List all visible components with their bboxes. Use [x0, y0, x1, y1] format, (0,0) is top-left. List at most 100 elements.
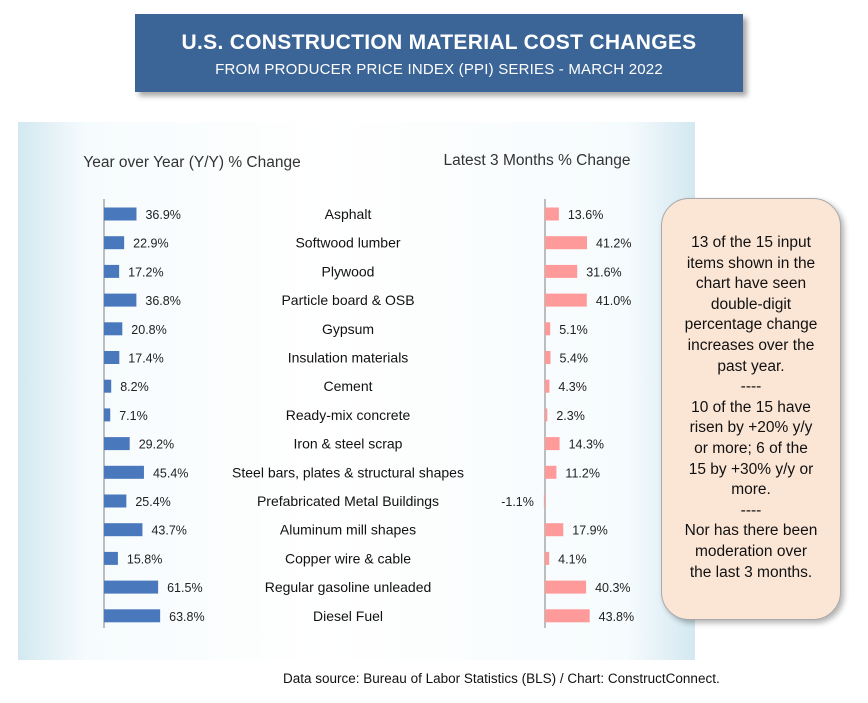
three-month-bar	[545, 408, 548, 422]
callout-line: double-digit	[710, 295, 792, 313]
category-label: Plywood	[322, 263, 375, 279]
three-month-bar	[545, 523, 564, 537]
callout-line: ----	[740, 378, 762, 396]
category-label: Iron & steel scrap	[294, 436, 403, 452]
yoy-data-label: 17.2%	[128, 265, 163, 279]
yoy-bar	[104, 293, 137, 307]
category-label: Diesel Fuel	[313, 608, 383, 624]
callout-note: 13 of the 15 input items shown in the char…	[661, 198, 841, 620]
three-month-bar	[545, 551, 550, 565]
three-month-data-label: 14.3%	[569, 438, 604, 452]
yoy-bar	[104, 379, 112, 393]
yoy-bar	[104, 551, 118, 565]
three-month-bar	[545, 207, 559, 221]
three-month-data-label: 13.6%	[568, 208, 603, 222]
three-month-data-label: 40.3%	[595, 581, 630, 595]
three-month-data-label: 11.2%	[565, 466, 600, 480]
yoy-data-label: 36.8%	[145, 294, 180, 308]
yoy-bar	[104, 264, 120, 278]
yoy-bar	[104, 580, 159, 594]
category-label: Gypsum	[322, 321, 374, 337]
yoy-bar	[104, 609, 161, 623]
yoy-data-label: 43.7%	[151, 524, 186, 538]
yoy-data-label: 45.4%	[153, 466, 188, 480]
callout-line: percentage change	[684, 316, 818, 334]
yoy-data-label: 36.9%	[145, 208, 180, 222]
three-month-data-label: 4.3%	[558, 380, 587, 394]
yoy-data-label: 8.2%	[120, 380, 149, 394]
three-month-data-label: 17.9%	[572, 524, 607, 538]
three-month-bar	[543, 494, 545, 508]
category-label: Ready-mix concrete	[286, 407, 411, 423]
three-month-bar	[545, 322, 551, 336]
yoy-bar	[104, 437, 130, 451]
three-month-data-label: 41.2%	[596, 237, 631, 251]
callout-line: or more; 6 of the	[694, 439, 808, 457]
three-month-data-label: 5.1%	[559, 323, 588, 337]
three-month-bar	[545, 293, 587, 307]
category-label: Insulation materials	[288, 350, 409, 366]
category-label: Asphalt	[325, 206, 372, 222]
yoy-bar	[104, 207, 137, 221]
yoy-bar	[104, 465, 144, 479]
three-month-bar	[545, 580, 587, 594]
category-label: Copper wire & cable	[285, 550, 411, 566]
three-month-data-label: 5.4%	[560, 352, 589, 366]
yoy-data-label: 22.9%	[133, 237, 168, 251]
yoy-bar	[104, 351, 120, 364]
three-month-bar	[545, 609, 590, 623]
three-month-bar	[545, 437, 560, 451]
three-month-data-label: 43.8%	[599, 610, 634, 624]
three-month-bar	[545, 465, 557, 479]
yoy-data-label: 63.8%	[169, 610, 204, 624]
three-month-data-label: 31.6%	[586, 265, 621, 279]
category-label: Prefabricated Metal Buildings	[257, 493, 439, 509]
category-label: Steel bars, plates & structural shapes	[232, 464, 464, 480]
yoy-bar	[104, 494, 127, 508]
category-label: Softwood lumber	[295, 235, 400, 251]
callout-line: more.	[731, 481, 771, 499]
chart-title: U.S. CONSTRUCTION MATERIAL COST CHANGES	[181, 31, 697, 54]
yoy-data-label: 29.2%	[139, 438, 174, 452]
data-source-note: Data source: Bureau of Labor Statistics …	[283, 671, 720, 686]
three-month-series-title: Latest 3 Months % Change	[444, 152, 631, 169]
chart-subtitle: FROM PRODUCER PRICE INDEX (PPI) SERIES -…	[215, 61, 663, 78]
category-label: Particle board & OSB	[281, 292, 414, 308]
yoy-data-label: 61.5%	[167, 581, 202, 595]
category-label: Aluminum mill shapes	[280, 522, 416, 538]
yoy-series-title: Year over Year (Y/Y) % Change	[83, 154, 300, 171]
callout-line: ----	[740, 501, 762, 519]
category-label: Cement	[323, 378, 372, 394]
three-month-data-label: 2.3%	[556, 409, 585, 423]
yoy-data-label: 7.1%	[119, 409, 148, 423]
three-month-bar	[545, 379, 550, 393]
three-month-data-label: 41.0%	[596, 294, 631, 308]
three-month-bar	[545, 264, 578, 278]
callout-line: chart have seen	[695, 275, 807, 293]
category-label: Regular gasoline unleaded	[265, 579, 432, 595]
callout-line: 15 by +30% y/y or	[688, 460, 814, 478]
three-month-data-label: 4.1%	[558, 552, 587, 566]
three-month-bar	[545, 236, 588, 250]
callout-line: risen by +20% y/y	[689, 419, 813, 437]
title-banner: U.S. CONSTRUCTION MATERIAL COST CHANGES …	[135, 14, 743, 92]
yoy-bar	[104, 322, 123, 336]
three-month-bar	[545, 351, 551, 364]
callout-line: items shown in the	[686, 254, 816, 272]
callout-line: past year.	[717, 357, 785, 375]
yoy-data-label: 20.8%	[131, 323, 166, 337]
callout-line: Nor has there been	[684, 522, 818, 540]
callout-line: the last 3 months.	[689, 563, 813, 581]
callout-line: increases over the	[687, 336, 815, 354]
yoy-data-label: 15.8%	[127, 552, 162, 566]
yoy-bar	[104, 523, 143, 537]
yoy-data-label: 17.4%	[128, 352, 163, 366]
callout-line: 13 of the 15 input	[691, 234, 811, 251]
callout-line: 10 of the 15 have	[691, 398, 811, 416]
yoy-bar	[104, 236, 125, 250]
three-month-data-label: -1.1%	[501, 495, 534, 509]
callout-line: moderation over	[694, 542, 807, 560]
yoy-data-label: 25.4%	[135, 495, 170, 509]
yoy-bar	[104, 408, 111, 422]
